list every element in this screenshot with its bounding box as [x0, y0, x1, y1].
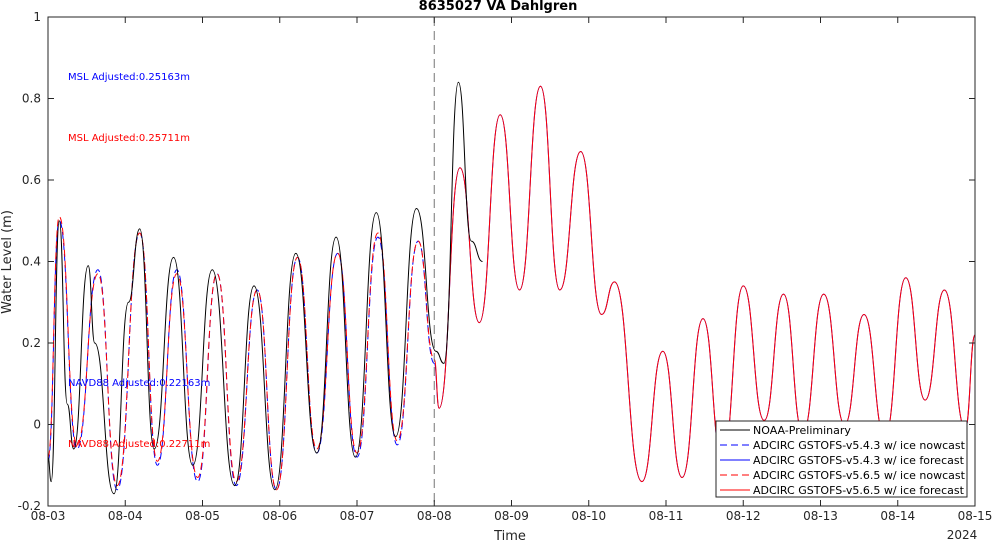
x-tick-label: 08-12: [726, 509, 761, 523]
y-tick-label: -0.2: [18, 499, 41, 513]
x-tick-label: 08-08: [417, 509, 452, 523]
y-axis-label: Water Level (m): [0, 210, 15, 314]
legend: NOAA-Preliminary ADCIRC GSTOFS-v5.4.3 w/ …: [715, 420, 968, 498]
datum-annotation: MSL Adjusted:0.25163m: [68, 72, 190, 83]
legend-entry: ADCIRC GSTOFS-v5.6.5 w/ ice forecast: [753, 484, 965, 497]
datum-annotation: MSL Adjusted:0.25711m: [68, 133, 190, 144]
y-tick-label: 0.2: [22, 336, 41, 350]
x-tick-label: 08-11: [649, 509, 684, 523]
y-tick-label: 0.4: [22, 255, 41, 269]
x-tick-label: 08-10: [571, 509, 606, 523]
x-tick-label: 08-09: [494, 509, 529, 523]
datum-annotation: NAVD88 Adjusted:0.22711m: [68, 439, 210, 450]
datum-annotation: NAVD88 Adjusted:0.22163m: [68, 378, 210, 389]
x-tick-label: 08-03: [31, 509, 66, 523]
x-axis-year-label: 2024: [947, 528, 978, 541]
x-tick-label: 08-13: [803, 509, 838, 523]
legend-box: [715, 420, 968, 498]
legend-entry: ADCIRC GSTOFS-v5.6.5 w/ ice nowcast: [753, 469, 966, 482]
series-line-1: [47, 81, 483, 495]
chart-title: 8635027 VA Dahlgren: [419, 0, 578, 14]
x-tick-label: 08-15: [958, 509, 992, 523]
y-tick-label: 0: [33, 418, 41, 432]
x-tick-label: 08-04: [108, 509, 143, 523]
x-tick-label: 08-06: [262, 509, 297, 523]
annotation-layer: MSL Adjusted:0.25163m MSL Adjusted:0.2571…: [68, 72, 210, 450]
y-tick-label: 0.8: [22, 92, 41, 106]
tick-layer: 08-03 08-04 08-05 08-06 08-07 08-08 08-09 08-10…: [18, 10, 992, 523]
y-tick-label: 0.6: [22, 173, 41, 187]
y-tick-label: 1: [33, 10, 41, 24]
series-line-4: [47, 216, 435, 491]
x-tick-label: 08-07: [340, 509, 375, 523]
legend-entry: ADCIRC GSTOFS-v5.4.3 w/ ice forecast: [753, 454, 965, 467]
x-tick-label: 08-05: [185, 509, 220, 523]
legend-entry: ADCIRC GSTOFS-v5.4.3 w/ ice nowcast: [753, 439, 966, 452]
x-tick-label: 08-14: [880, 509, 915, 523]
x-axis-label: Time: [493, 529, 526, 541]
legend-entry: NOAA-Preliminary: [753, 424, 851, 437]
